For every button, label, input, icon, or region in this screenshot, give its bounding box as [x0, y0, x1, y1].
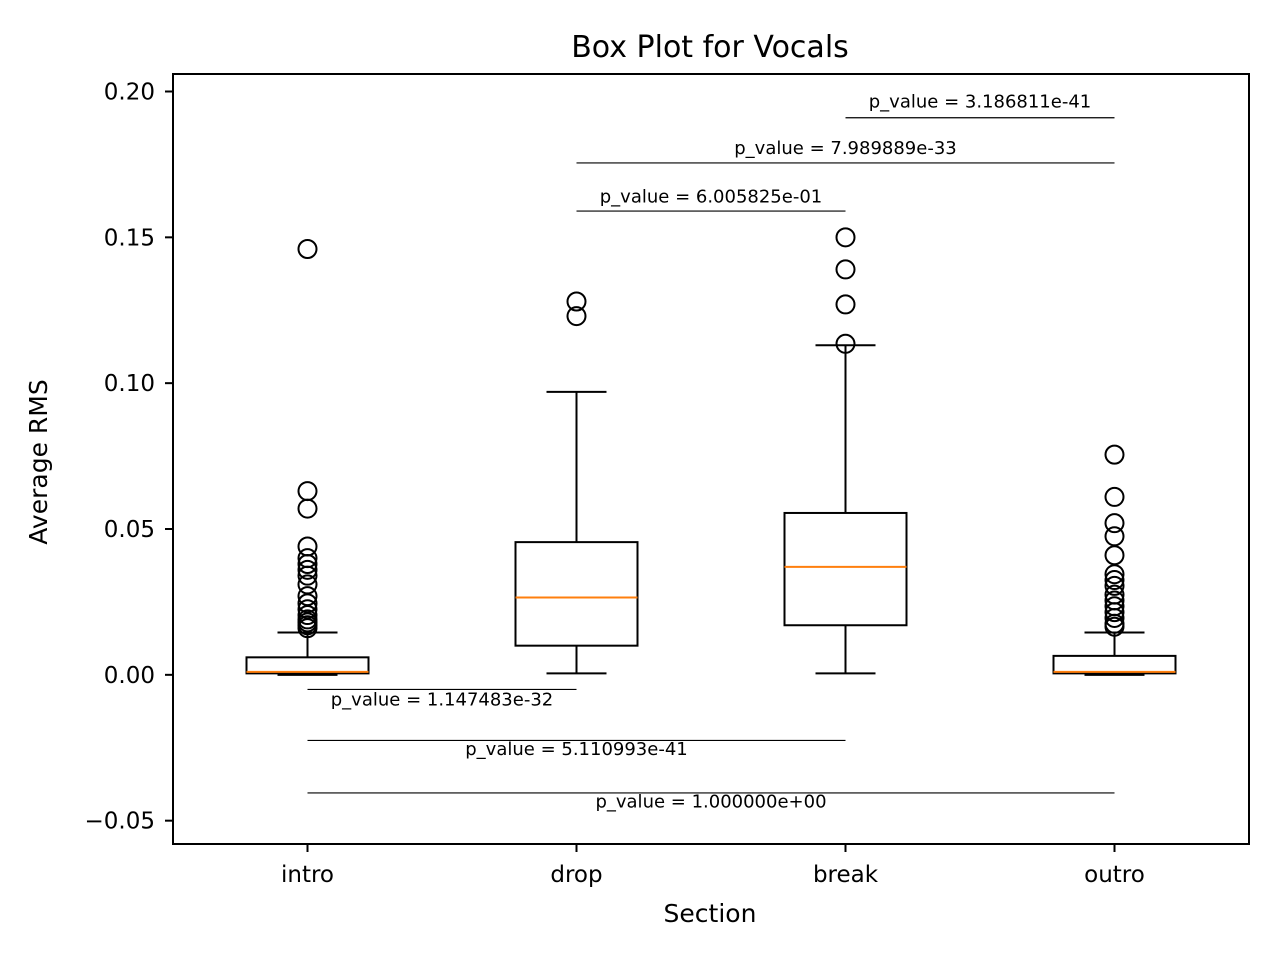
p-value-label: p_value = 5.110993e-41: [465, 739, 687, 760]
outlier-point: [1104, 590, 1125, 611]
outlier-point: [566, 306, 587, 327]
outlier-point: [566, 291, 587, 312]
plot-area: p_value = 3.186811e-41 p_value = 7.989889…: [245, 92, 1177, 813]
outlier-point: [835, 294, 856, 315]
outlier-point: [1104, 570, 1125, 591]
chart-title: Box Plot for Vocals: [571, 30, 849, 65]
box-outro: [1052, 654, 1177, 675]
x-axis-label: Section: [664, 899, 757, 928]
outlier-point: [297, 239, 318, 259]
y-tick-label: 0.20: [104, 80, 155, 106]
x-tick-label: intro: [281, 862, 334, 888]
p-value-label: p_value = 1.147483e-32: [331, 689, 553, 710]
outlier-point: [835, 333, 856, 354]
outlier-point: [297, 609, 318, 630]
y-tick-label: 0.05: [104, 517, 155, 543]
y-axis-label: Average RMS: [24, 379, 53, 544]
p-value-label: p_value = 6.005825e-01: [600, 186, 822, 207]
outlier-point: [1104, 584, 1125, 605]
p-value-label: p_value = 1.000000e+00: [595, 792, 826, 813]
outlier-point: [835, 259, 856, 280]
y-tick-label: 0.15: [104, 225, 155, 251]
box-intro: [245, 656, 370, 675]
outlier-point: [297, 536, 318, 557]
outlier-point: [1104, 545, 1125, 566]
x-tick-label: drop: [550, 862, 602, 888]
outlier-point: [1104, 513, 1125, 534]
p-value-label: p_value = 3.186811e-41: [869, 92, 1091, 113]
outlier-point: [297, 498, 318, 519]
y-tick-label: 0.10: [104, 371, 155, 397]
outlier-point: [1104, 486, 1125, 507]
outlier-point: [297, 548, 318, 569]
outlier-point: [297, 481, 318, 502]
outlier-point: [297, 559, 318, 580]
outlier-point: [297, 586, 318, 607]
outlier-point: [835, 227, 856, 248]
outlier-point: [1104, 444, 1125, 465]
y-tick-label: −0.05: [85, 809, 155, 835]
x-tick-label: break: [813, 862, 879, 888]
box-break: [783, 511, 908, 627]
y-tick-label: 0.00: [104, 663, 155, 689]
outlier-point: [297, 599, 318, 620]
outlier-point: [1104, 596, 1125, 617]
box-drop: [514, 541, 639, 647]
plot-frame: [172, 73, 1250, 845]
x-tick-label: outro: [1084, 862, 1145, 888]
outlier-point: [297, 574, 318, 595]
outlier-point: [1104, 526, 1125, 547]
p-value-label: p_value = 7.989889e-33: [734, 138, 956, 159]
outlier-point: [1104, 575, 1125, 596]
